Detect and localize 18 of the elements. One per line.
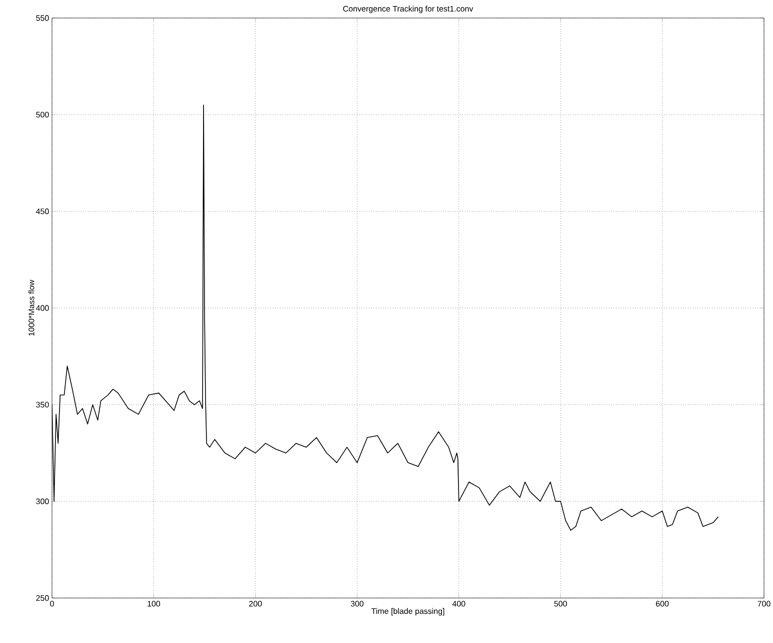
y-tick-label: 500 [36, 112, 49, 118]
x-axis-title: Time [blade passing] [371, 608, 444, 616]
y-tick-label: 250 [36, 595, 49, 601]
x-tick-label: 300 [350, 600, 364, 607]
y-tick-label: 550 [36, 15, 49, 21]
x-tick-label: 400 [452, 600, 466, 607]
chart-title: Convergence Tracking for test1.conv [343, 6, 474, 14]
y-axis-title: 1000*Mass flow [28, 280, 34, 336]
x-tick-label: 500 [554, 600, 567, 607]
x-tick-label: 0 [50, 600, 54, 607]
y-tick-label: 400 [36, 305, 49, 311]
x-tick-label: 700 [758, 600, 770, 607]
y-tick-label: 450 [36, 208, 49, 214]
x-tick-label: 100 [148, 600, 160, 607]
x-tick-label: 600 [656, 600, 669, 607]
x-tick-label: 200 [249, 600, 262, 607]
y-tick-label: 350 [36, 402, 49, 408]
y-tick-label: 300 [36, 498, 49, 504]
